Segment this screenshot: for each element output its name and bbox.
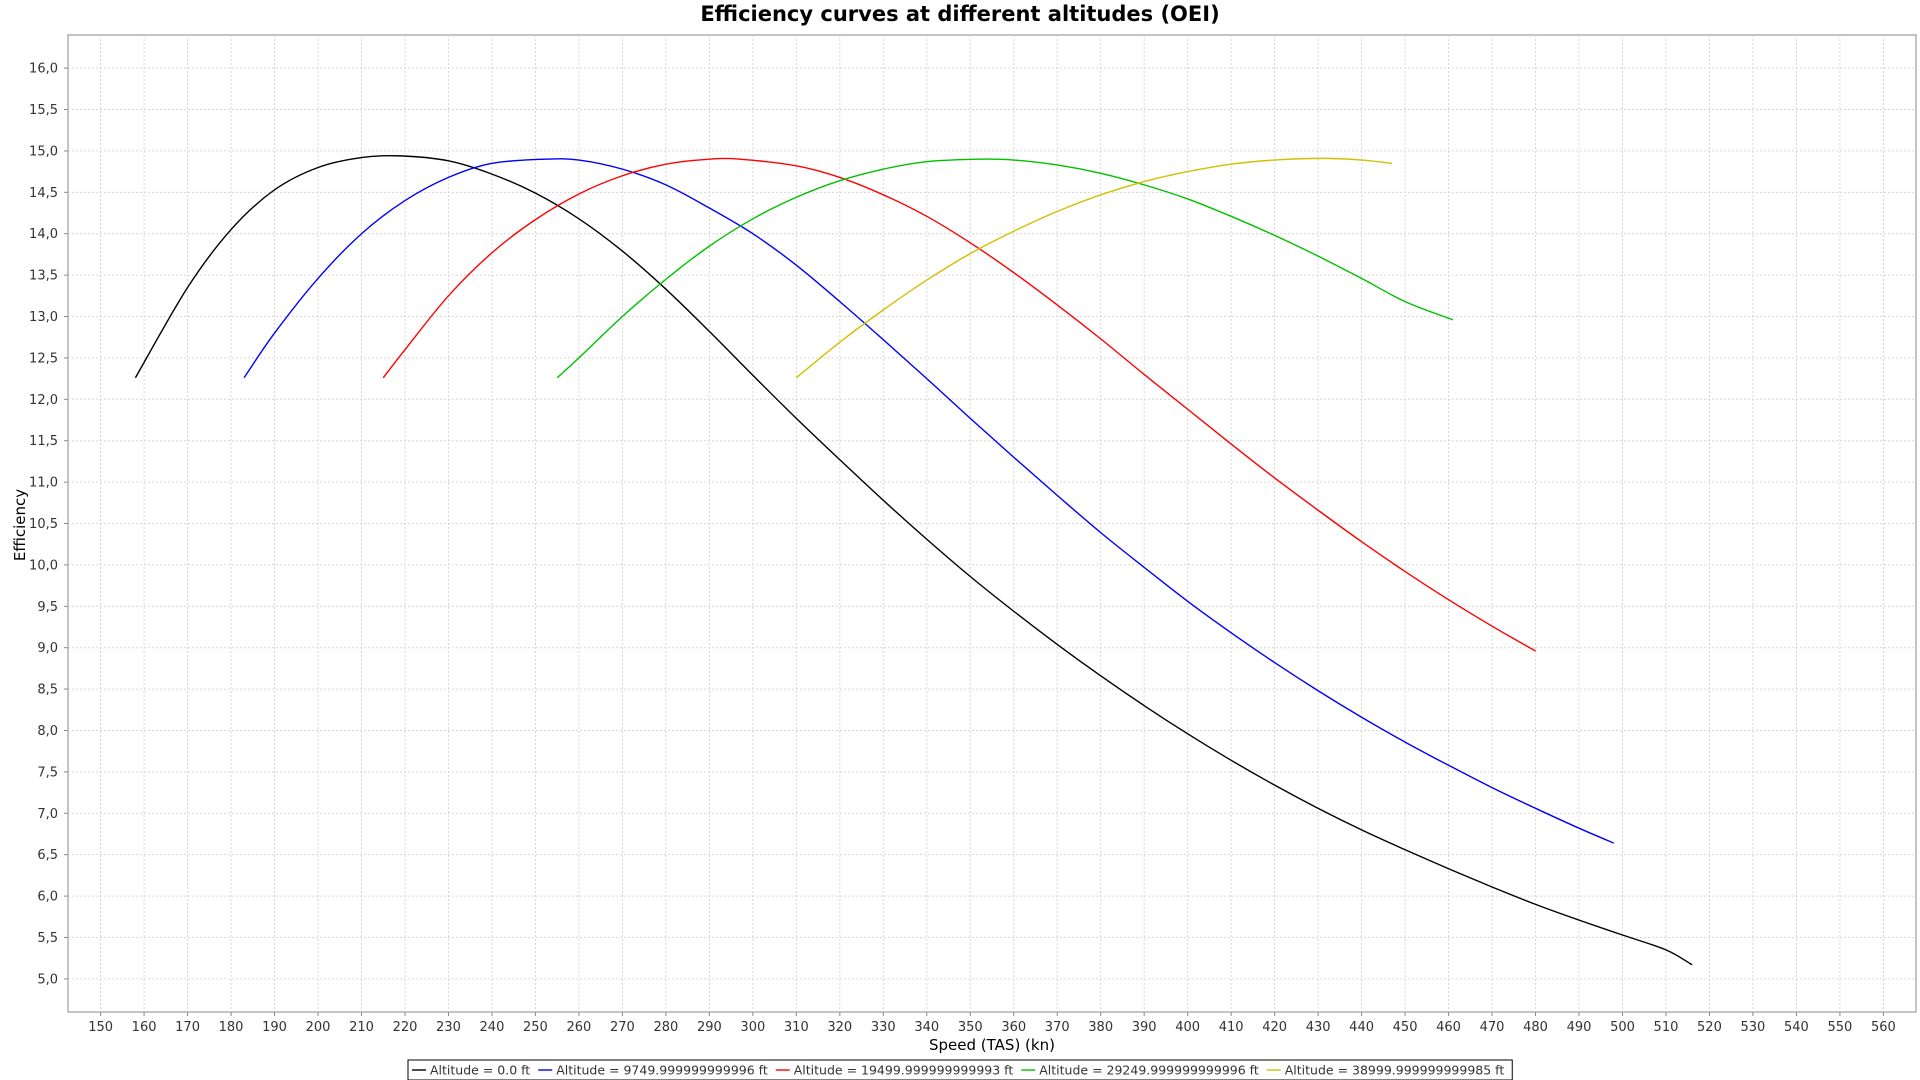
y-tick-label: 8,0 bbox=[37, 724, 58, 739]
x-tick-label: 360 bbox=[1001, 1020, 1026, 1035]
y-tick-label: 14,0 bbox=[29, 227, 58, 242]
x-tick-label: 510 bbox=[1654, 1020, 1679, 1035]
x-tick-label: 300 bbox=[740, 1020, 765, 1035]
x-tick-label: 460 bbox=[1436, 1020, 1461, 1035]
y-tick-label: 7,0 bbox=[37, 807, 58, 822]
y-tick-label: 10,0 bbox=[29, 558, 58, 573]
x-tick-label: 340 bbox=[914, 1020, 939, 1035]
x-tick-label: 180 bbox=[219, 1020, 244, 1035]
y-tick-label: 10,5 bbox=[29, 517, 58, 532]
series-line-4 bbox=[795, 157, 1393, 379]
y-tick-label: 12,5 bbox=[29, 351, 58, 366]
legend-label: Altitude = 19499.999999999993 ft bbox=[794, 1063, 1014, 1078]
y-tick-label: 6,0 bbox=[37, 890, 58, 905]
y-tick-label: 15,0 bbox=[29, 144, 58, 159]
legend-label: Altitude = 0.0 ft bbox=[430, 1063, 530, 1078]
y-tick-label: 15,5 bbox=[29, 103, 58, 118]
x-tick-label: 520 bbox=[1697, 1020, 1722, 1035]
y-tick-label: 13,5 bbox=[29, 269, 58, 284]
y-tick-label: 13,0 bbox=[29, 310, 58, 325]
x-tick-label: 390 bbox=[1132, 1020, 1157, 1035]
x-tick-label: 490 bbox=[1567, 1020, 1592, 1035]
x-tick-label: 310 bbox=[784, 1020, 809, 1035]
legend: Altitude = 0.0 ft Altitude = 9749.9999999… bbox=[407, 1059, 1513, 1080]
y-tick-label: 12,0 bbox=[29, 393, 58, 408]
x-axis-title: Speed (TAS) (kn) bbox=[929, 1036, 1055, 1054]
x-tick-label: 350 bbox=[958, 1020, 983, 1035]
x-tick-label: 250 bbox=[523, 1020, 548, 1035]
x-tick-label: 220 bbox=[393, 1020, 418, 1035]
x-axis: 150 160 170 180 190 200 210 220 230 240 250 260 270 2… bbox=[88, 1012, 1896, 1035]
y-tick-label: 11,0 bbox=[29, 476, 58, 491]
chart-title: Efficiency curves at different altitudes… bbox=[700, 2, 1219, 26]
series-line-2 bbox=[382, 157, 1536, 652]
x-tick-label: 170 bbox=[175, 1020, 200, 1035]
legend-label: Altitude = 38999.999999999985 ft bbox=[1285, 1063, 1505, 1078]
x-tick-label: 320 bbox=[827, 1020, 852, 1035]
x-tick-label: 240 bbox=[480, 1020, 505, 1035]
x-tick-label: 190 bbox=[262, 1020, 287, 1035]
x-tick-label: 480 bbox=[1523, 1020, 1548, 1035]
x-tick-label: 540 bbox=[1784, 1020, 1809, 1035]
x-tick-label: 160 bbox=[132, 1020, 157, 1035]
y-tick-label: 7,5 bbox=[37, 765, 58, 780]
x-tick-label: 290 bbox=[697, 1020, 722, 1035]
x-tick-label: 530 bbox=[1741, 1020, 1766, 1035]
x-tick-label: 400 bbox=[1175, 1020, 1200, 1035]
y-tick-label: 16,0 bbox=[29, 62, 58, 77]
x-tick-label: 430 bbox=[1306, 1020, 1331, 1035]
x-tick-label: 230 bbox=[436, 1020, 461, 1035]
x-tick-label: 410 bbox=[1219, 1020, 1244, 1035]
y-tick-label: 6,5 bbox=[37, 848, 58, 863]
x-tick-label: 330 bbox=[871, 1020, 896, 1035]
x-tick-label: 200 bbox=[306, 1020, 331, 1035]
series-line-1 bbox=[243, 158, 1615, 844]
y-tick-label: 11,5 bbox=[29, 434, 58, 449]
x-tick-label: 450 bbox=[1393, 1020, 1418, 1035]
x-tick-label: 440 bbox=[1349, 1020, 1374, 1035]
y-tick-label: 9,5 bbox=[37, 600, 58, 615]
x-tick-label: 550 bbox=[1827, 1020, 1852, 1035]
series-lines bbox=[134, 154, 1693, 966]
x-tick-label: 270 bbox=[610, 1020, 635, 1035]
x-tick-label: 260 bbox=[567, 1020, 592, 1035]
x-tick-label: 210 bbox=[349, 1020, 374, 1035]
x-tick-label: 150 bbox=[88, 1020, 113, 1035]
x-tick-label: 370 bbox=[1045, 1020, 1070, 1035]
grid-lines bbox=[68, 35, 1916, 1012]
y-tick-label: 9,0 bbox=[37, 641, 58, 656]
x-tick-label: 420 bbox=[1262, 1020, 1287, 1035]
y-axis-title: Efficiency bbox=[11, 489, 29, 561]
legend-label: Altitude = 29249.999999999996 ft bbox=[1039, 1063, 1259, 1078]
x-tick-label: 280 bbox=[653, 1020, 678, 1035]
x-tick-label: 500 bbox=[1610, 1020, 1635, 1035]
series-line-0 bbox=[134, 154, 1693, 966]
series-line-3 bbox=[556, 158, 1454, 379]
y-axis: 5,0 5,5 6,0 6,5 7,0 7,5 8,0 8,5 9,0 9,5 10,0 10,5 11… bbox=[29, 62, 68, 987]
y-tick-label: 5,0 bbox=[37, 972, 58, 987]
y-tick-label: 8,5 bbox=[37, 683, 58, 698]
y-tick-label: 5,5 bbox=[37, 931, 58, 946]
x-tick-label: 560 bbox=[1871, 1020, 1896, 1035]
legend-label: Altitude = 9749.999999999996 ft bbox=[556, 1063, 768, 1078]
x-tick-label: 470 bbox=[1480, 1020, 1505, 1035]
legend-box bbox=[407, 1059, 1513, 1080]
x-tick-label: 380 bbox=[1088, 1020, 1113, 1035]
y-tick-label: 14,5 bbox=[29, 186, 58, 201]
